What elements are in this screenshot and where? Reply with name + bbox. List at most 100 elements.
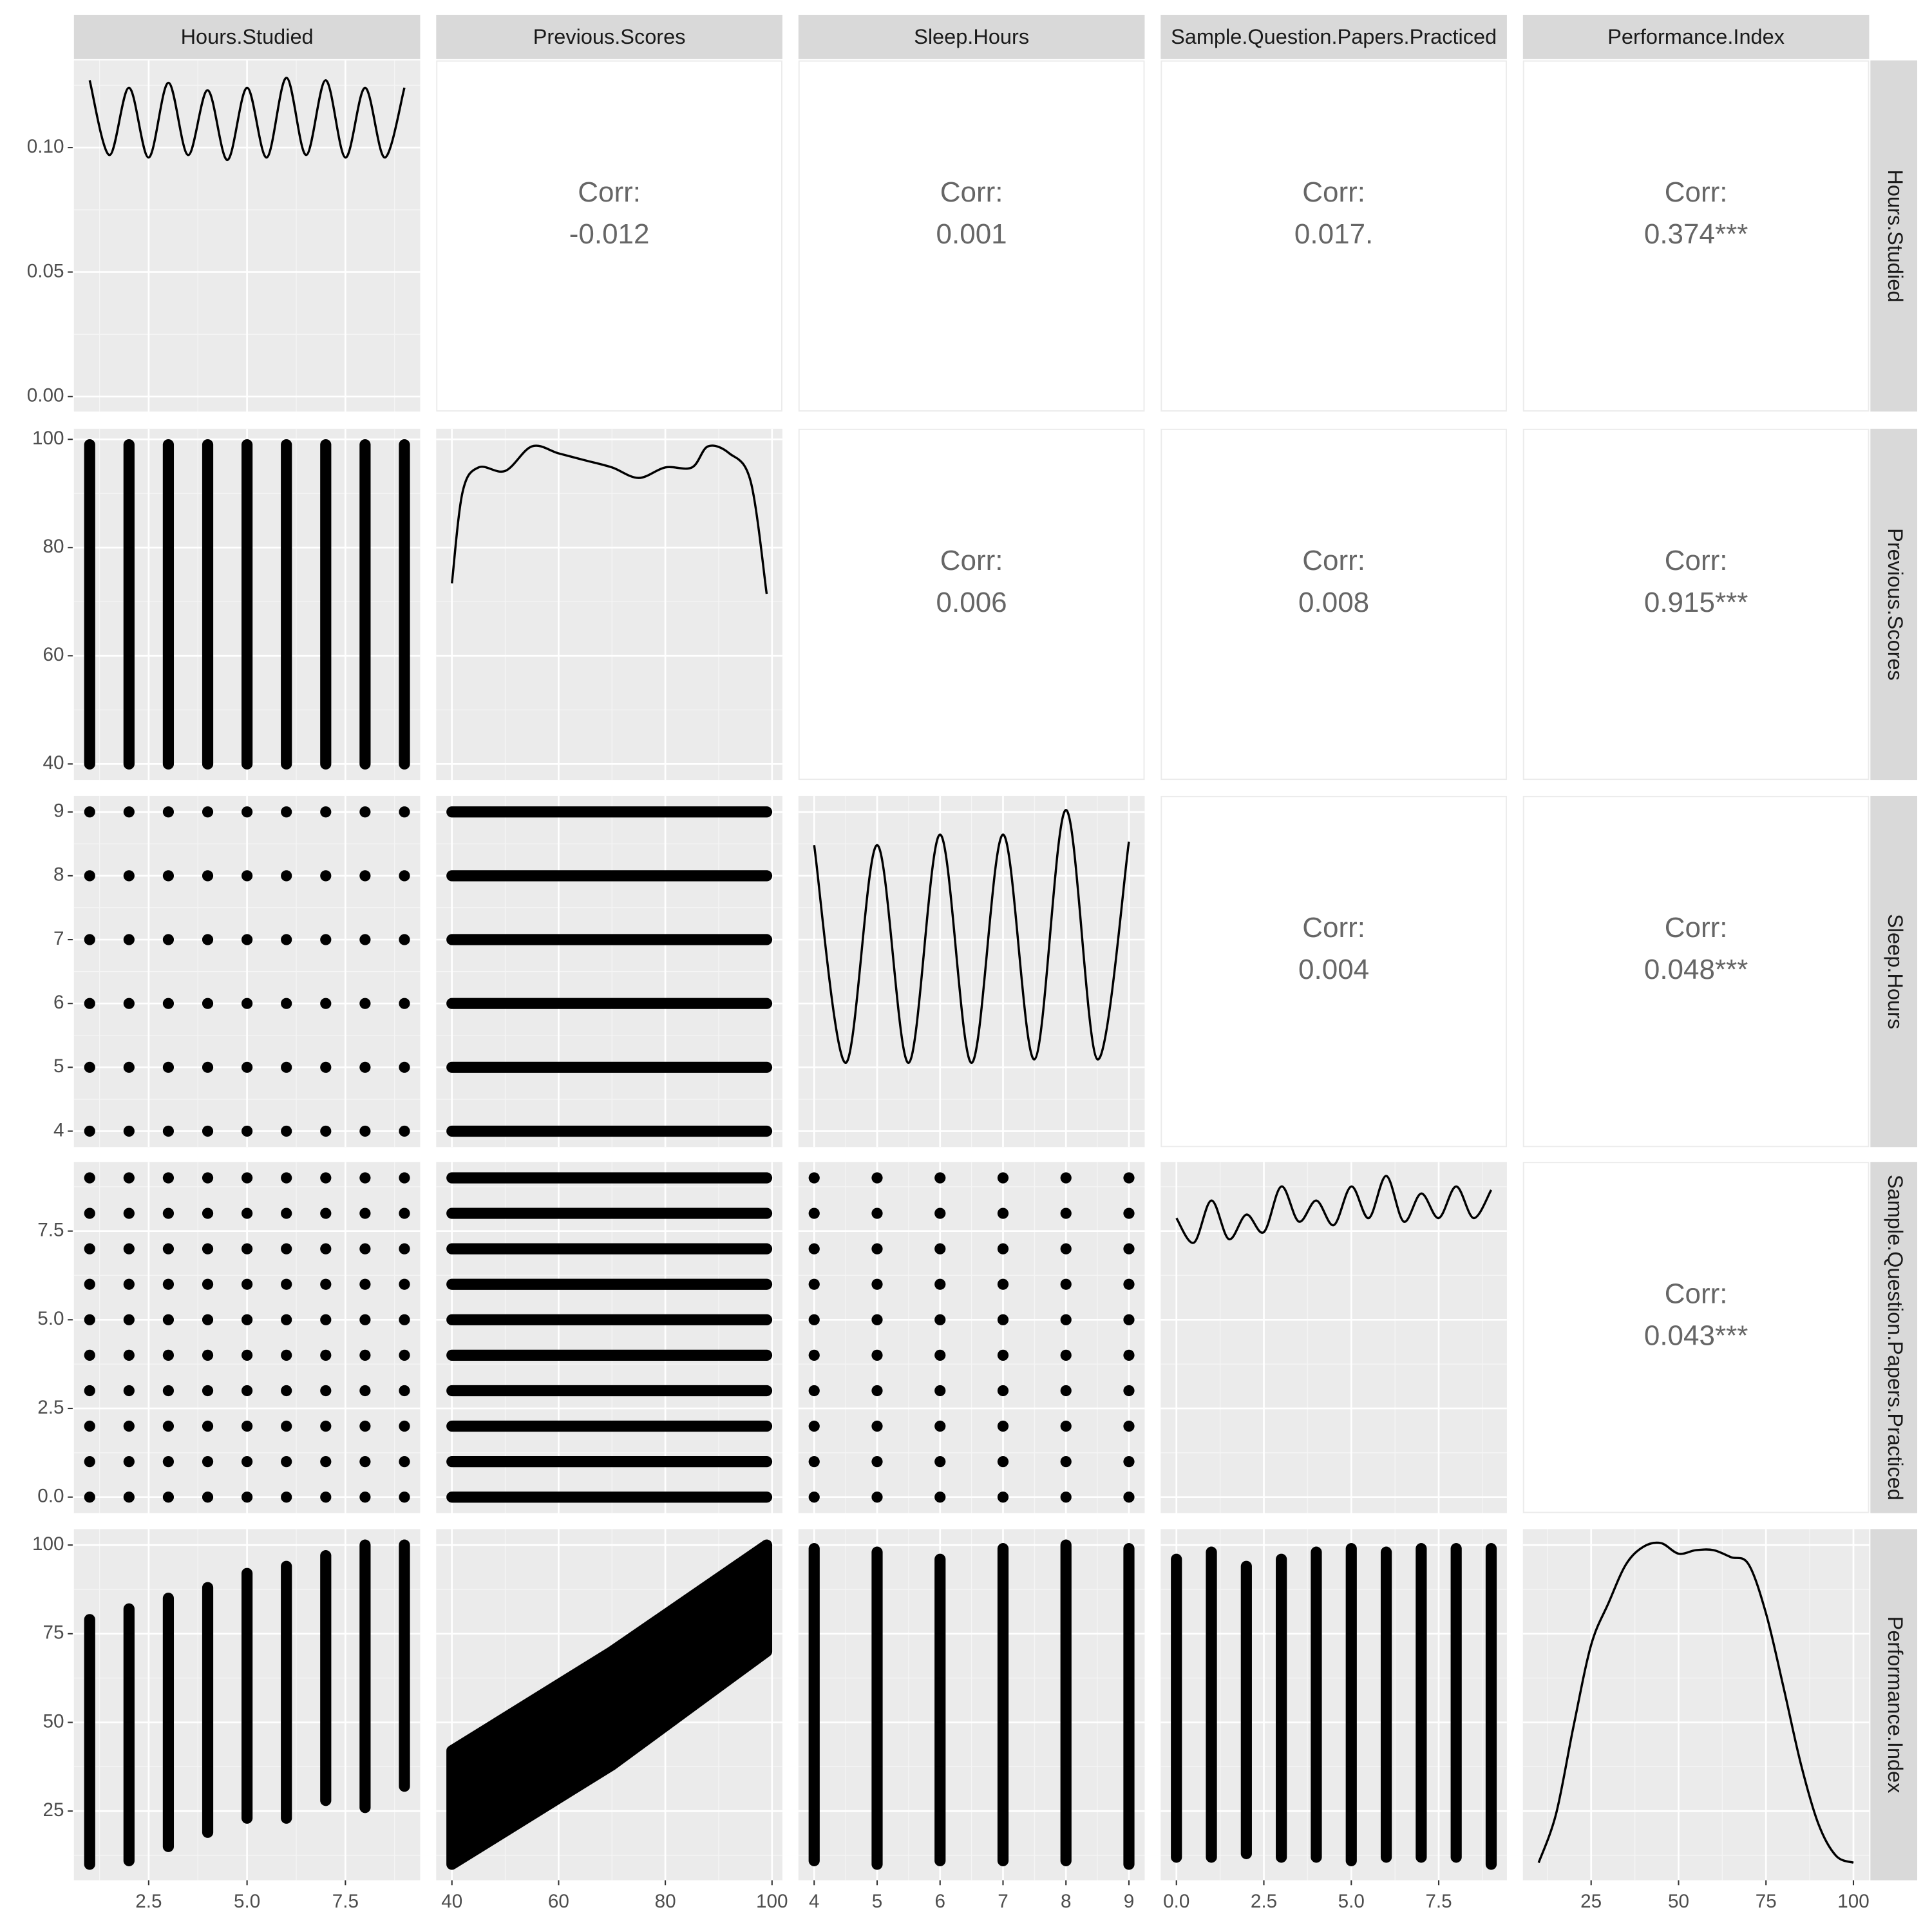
point — [242, 1385, 253, 1397]
strip-top-text: Previous.Scores — [533, 25, 686, 48]
point — [359, 1243, 371, 1255]
point — [281, 1385, 292, 1397]
point — [123, 1278, 135, 1290]
point — [162, 1172, 175, 1184]
strip-top-text: Hours.Studied — [181, 25, 314, 48]
strip-label: Hours.Studied — [1884, 169, 1907, 302]
point — [1123, 1456, 1135, 1468]
point — [359, 1349, 371, 1361]
point — [84, 806, 95, 818]
point — [997, 1243, 1009, 1255]
y-tick-label: 4 — [53, 1119, 64, 1141]
point — [242, 1349, 253, 1361]
point — [1123, 1420, 1135, 1432]
point — [281, 1125, 292, 1137]
point — [359, 1420, 371, 1432]
panel-upper — [1522, 428, 1870, 781]
point — [202, 1125, 214, 1137]
point — [281, 1456, 292, 1468]
y-tick-label: 0.05 — [27, 260, 64, 281]
point — [242, 1172, 253, 1184]
point — [84, 998, 95, 1009]
point — [871, 1172, 883, 1184]
point — [162, 934, 175, 945]
point — [934, 1243, 946, 1255]
corr-label: Corr: — [578, 176, 641, 208]
corr-value: 0.915*** — [1644, 587, 1748, 618]
point — [242, 806, 253, 818]
y-tick-label: 50 — [43, 1710, 64, 1732]
panel-content — [1160, 1529, 1507, 1880]
point — [997, 1314, 1009, 1325]
point — [202, 1420, 214, 1432]
point — [871, 1243, 883, 1255]
point — [242, 870, 253, 882]
strip-right-text: Performance.Index — [1884, 1616, 1907, 1794]
point — [162, 1420, 175, 1432]
panel-upper — [1522, 1162, 1870, 1513]
x-tick-label: 60 — [548, 1891, 569, 1912]
point — [359, 1172, 371, 1184]
point — [162, 1208, 175, 1219]
point — [162, 1314, 175, 1325]
point — [320, 1278, 332, 1290]
point — [202, 1456, 214, 1468]
point — [399, 1125, 410, 1137]
point — [242, 1125, 253, 1137]
point — [202, 1385, 214, 1397]
point — [320, 1208, 332, 1219]
x-tick-label: 7.5 — [1425, 1891, 1452, 1912]
strip-right-text: Sleep.Hours — [1884, 914, 1907, 1029]
point — [202, 1061, 214, 1073]
point — [399, 1172, 410, 1184]
point — [123, 1492, 135, 1503]
point — [320, 1456, 332, 1468]
point — [1060, 1243, 1072, 1255]
panel-content — [436, 1529, 782, 1880]
point — [123, 1385, 135, 1397]
panel — [1160, 1162, 1507, 1513]
point — [320, 1314, 332, 1325]
point — [202, 1172, 214, 1184]
point — [1123, 1243, 1135, 1255]
point — [281, 1349, 292, 1361]
point — [123, 1456, 135, 1468]
point — [320, 1385, 332, 1397]
point — [997, 1278, 1009, 1290]
point — [359, 1314, 371, 1325]
point — [808, 1420, 820, 1432]
corr-value: -0.012 — [569, 218, 650, 250]
point — [399, 1314, 410, 1325]
point — [1060, 1385, 1072, 1397]
point — [359, 870, 371, 882]
strip-top-text: Sleep.Hours — [914, 25, 1029, 48]
point — [399, 1208, 410, 1219]
point — [359, 998, 371, 1009]
point — [997, 1385, 1009, 1397]
point — [202, 1208, 214, 1219]
point — [359, 934, 371, 945]
y-tick-label: 8 — [53, 864, 64, 886]
corr-value: 0.374*** — [1644, 218, 1748, 250]
point — [934, 1278, 946, 1290]
point — [84, 1243, 95, 1255]
point — [1123, 1278, 1135, 1290]
corr-value: 0.043*** — [1644, 1320, 1748, 1351]
point — [997, 1349, 1009, 1361]
panel-upper — [798, 428, 1145, 781]
point — [359, 1208, 371, 1219]
corr-label: Corr: — [1302, 545, 1365, 576]
point — [934, 1385, 946, 1397]
point — [162, 1456, 175, 1468]
corr-value: 0.017. — [1294, 218, 1373, 250]
point — [808, 1385, 820, 1397]
point — [359, 1061, 371, 1073]
point — [1123, 1349, 1135, 1361]
x-tick-label: 2.5 — [1251, 1891, 1277, 1912]
point — [84, 1385, 95, 1397]
point — [808, 1349, 820, 1361]
point — [320, 1172, 332, 1184]
y-tick-label: 2.5 — [37, 1397, 64, 1418]
strip-label: Sample.Question.Papers.Practiced — [1171, 25, 1497, 48]
point — [359, 1492, 371, 1503]
